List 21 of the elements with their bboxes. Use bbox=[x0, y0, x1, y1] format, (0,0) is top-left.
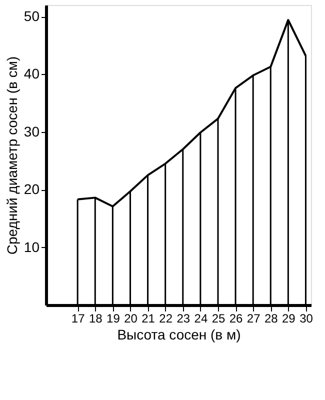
x-tick-label: 21 bbox=[142, 312, 156, 326]
x-tick-label: 22 bbox=[159, 312, 173, 326]
y-tick-label: 20 bbox=[24, 181, 40, 198]
x-tick-label: 28 bbox=[264, 312, 278, 326]
x-tick-label: 17 bbox=[71, 312, 86, 326]
x-tick-label: 29 bbox=[282, 312, 296, 326]
x-tick-label: 23 bbox=[176, 312, 190, 326]
y-tick-label: 50 bbox=[24, 8, 40, 24]
x-tick-label: 20 bbox=[124, 312, 138, 326]
x-tick-label: 27 bbox=[246, 312, 261, 326]
y-axis-title: Средний диаметр сосен (в см) bbox=[4, 56, 20, 255]
x-tick-label: 24 bbox=[194, 312, 208, 326]
y-tick-label: 40 bbox=[24, 66, 40, 82]
x-tick-label: 19 bbox=[106, 312, 120, 326]
y-tick-label: 10 bbox=[24, 238, 40, 255]
x-tick-label: 30 bbox=[300, 312, 314, 326]
x-tick-label: 26 bbox=[229, 312, 244, 326]
y-tick-label: 30 bbox=[24, 123, 40, 140]
x-axis-title: Высота сосен (в м) bbox=[117, 326, 241, 342]
x-tick-label: 18 bbox=[88, 312, 103, 326]
x-tick-label: 25 bbox=[212, 312, 226, 326]
